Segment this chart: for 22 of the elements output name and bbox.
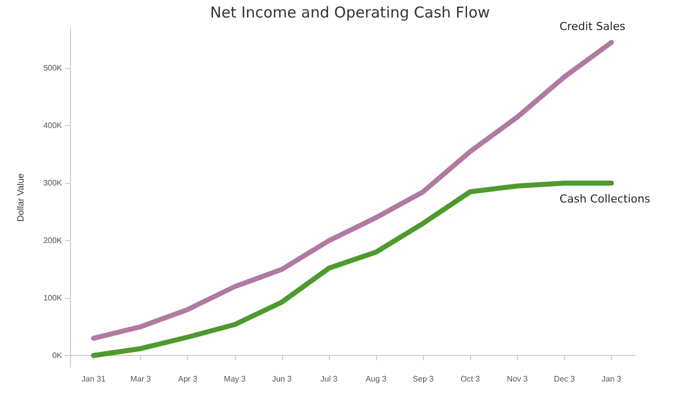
y-tick-label: 200K: [43, 236, 63, 246]
x-tick-label: Nov 3: [506, 374, 528, 384]
x-tick-label: Dec 3: [554, 374, 576, 384]
x-tick-label: Jul 3: [320, 374, 338, 384]
x-tick-label: May 3: [224, 374, 246, 384]
x-tick-label: Jun 3: [272, 374, 292, 384]
chart-title: Net Income and Operating Cash Flow: [210, 4, 490, 22]
y-tick-label: 100K: [43, 294, 63, 303]
series-label: Cash Collections: [559, 192, 650, 206]
x-tick-label: Jan 3: [602, 374, 622, 384]
series-label: Credit Sales: [559, 20, 626, 33]
y-tick-label: 400K: [43, 121, 63, 130]
x-tick-label: Mar 3: [130, 374, 152, 384]
y-tick-label: 500K: [43, 64, 63, 73]
y-axis-title: Dollar Value: [16, 173, 26, 222]
x-tick-label: Oct 3: [460, 374, 480, 384]
y-tick-label: 0K: [52, 351, 63, 360]
x-tick-label: Apr 3: [178, 374, 198, 384]
x-tick-label: Jan 31: [82, 374, 106, 384]
x-tick-label: Sep 3: [412, 374, 434, 384]
y-tick-label: 300K: [43, 178, 63, 188]
x-tick-label: Aug 3: [366, 374, 388, 384]
